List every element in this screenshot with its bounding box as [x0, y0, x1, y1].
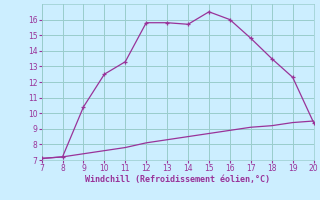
- X-axis label: Windchill (Refroidissement éolien,°C): Windchill (Refroidissement éolien,°C): [85, 175, 270, 184]
